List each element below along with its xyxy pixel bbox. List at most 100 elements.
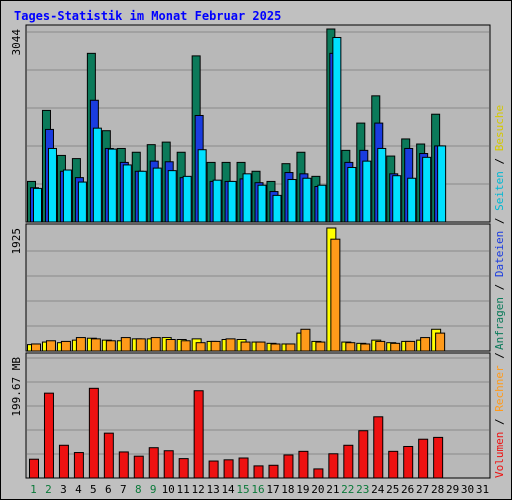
y-max-label: 1925 bbox=[10, 228, 23, 255]
bar-rechner-day-28 bbox=[435, 332, 446, 352]
legend-entry: Rechner bbox=[493, 365, 506, 412]
bar-rechner-day-17 bbox=[270, 343, 281, 352]
bar-seiten-day-11 bbox=[182, 175, 192, 223]
bar-volumen-day-24 bbox=[373, 416, 384, 479]
bar-seiten-day-28 bbox=[437, 145, 447, 223]
x-tick-label: 14 bbox=[221, 483, 235, 496]
bar-volumen-day-12 bbox=[193, 390, 204, 479]
bar-volumen-day-14 bbox=[223, 459, 234, 479]
bar-rechner-day-27 bbox=[420, 337, 431, 352]
bar-volumen-day-13 bbox=[208, 460, 219, 479]
bar-volumen-day-1 bbox=[29, 458, 39, 479]
x-tick-label: 4 bbox=[75, 483, 82, 496]
panel-3: 199.67 MB bbox=[10, 352, 491, 479]
x-tick-label: 11 bbox=[177, 483, 190, 496]
bar-volumen-day-4 bbox=[73, 452, 84, 479]
bar-rechner-day-20 bbox=[315, 341, 326, 352]
bar-rechner-day-16 bbox=[255, 341, 266, 352]
bar-volumen-day-8 bbox=[133, 455, 144, 479]
bar-rechner-day-3 bbox=[60, 340, 71, 352]
x-tick-label: 6 bbox=[105, 483, 112, 496]
bar-volumen-day-18 bbox=[283, 454, 294, 479]
x-tick-label: 19 bbox=[296, 483, 309, 496]
bar-rechner-day-26 bbox=[405, 340, 416, 352]
bar-rechner-day-15 bbox=[240, 341, 251, 352]
bar-volumen-day-19 bbox=[298, 450, 309, 479]
y-max-label: 199.67 MB bbox=[10, 357, 23, 417]
bar-rechner-day-2 bbox=[45, 340, 56, 352]
x-tick-label: 25 bbox=[386, 483, 399, 496]
x-tick-label: 29 bbox=[446, 483, 459, 496]
bar-seiten-day-7 bbox=[122, 164, 132, 223]
legend-entry: Seiten bbox=[493, 171, 506, 211]
chart-title: Tages-Statistik im Monat Februar 2025 bbox=[14, 9, 281, 23]
bar-rechner-day-13 bbox=[210, 340, 221, 352]
x-tick-label: 17 bbox=[266, 483, 279, 496]
legend-entry: Volumen bbox=[493, 432, 506, 478]
bar-rechner-day-7 bbox=[120, 337, 131, 352]
bar-volumen-day-7 bbox=[118, 451, 129, 479]
bar-rechner-day-24 bbox=[375, 340, 386, 352]
bar-seiten-day-20 bbox=[317, 184, 327, 223]
bar-seiten-day-1 bbox=[33, 187, 42, 223]
bar-volumen-day-17 bbox=[268, 464, 279, 479]
x-axis-ticks: 1 2 3 4 5 6 7 8 9 10 11 12 13 14 15 16 17 18 19 20 21 22 23 24 2… bbox=[30, 483, 489, 496]
bar-seiten-day-19 bbox=[302, 177, 312, 223]
bar-seiten-day-25 bbox=[392, 175, 402, 223]
bar-volumen-day-10 bbox=[163, 450, 174, 479]
legend-text: Anfragen / Dateien / Seiten / Besuche bbox=[493, 105, 506, 350]
bar-seiten-day-15 bbox=[242, 173, 252, 223]
legend-entry: Dateien bbox=[493, 231, 506, 277]
x-tick-label: 5 bbox=[90, 483, 97, 496]
bar-seiten-day-9 bbox=[152, 167, 162, 223]
bar-volumen-day-28 bbox=[433, 436, 444, 479]
x-tick-label: 3 bbox=[60, 483, 67, 496]
x-tick-label: 27 bbox=[416, 483, 429, 496]
legend-entry: / bbox=[493, 412, 506, 432]
x-tick-label: 23 bbox=[356, 483, 369, 496]
bar-volumen-day-27 bbox=[418, 438, 429, 479]
bar-volumen-day-6 bbox=[103, 432, 114, 479]
bar-rechner-day-10 bbox=[165, 338, 176, 352]
bar-rechner-day-18 bbox=[285, 343, 296, 352]
bar-rechner-day-9 bbox=[150, 337, 161, 352]
bar-seiten-day-17 bbox=[272, 194, 282, 223]
bar-volumen-day-9 bbox=[148, 447, 159, 479]
bar-volumen-day-23 bbox=[358, 430, 369, 479]
bar-seiten-day-10 bbox=[167, 170, 177, 223]
bar-volumen-day-21 bbox=[328, 453, 339, 479]
bar-volumen-day-20 bbox=[313, 468, 324, 479]
x-tick-label: 20 bbox=[311, 483, 324, 496]
x-tick-label: 15 bbox=[236, 483, 249, 496]
legend-text: Volumen / Rechner / bbox=[493, 352, 506, 478]
bar-volumen-day-16 bbox=[253, 465, 264, 479]
x-tick-label: 13 bbox=[206, 483, 219, 496]
bar-volumen-day-26 bbox=[403, 445, 414, 479]
bar-rechner-day-12 bbox=[195, 342, 206, 352]
legend-entry: / bbox=[493, 277, 506, 297]
x-tick-label: 10 bbox=[162, 483, 175, 496]
legend-entry: / bbox=[493, 352, 506, 365]
bar-rechner-day-1 bbox=[31, 343, 41, 352]
bar-volumen-day-11 bbox=[178, 458, 189, 479]
bar-volumen-day-22 bbox=[343, 444, 354, 479]
bar-rechner-day-5 bbox=[90, 338, 101, 352]
panel-1: 3044 bbox=[10, 24, 491, 223]
panel-background bbox=[25, 223, 491, 352]
x-tick-label: 1 bbox=[30, 483, 37, 496]
legend-entry: / bbox=[493, 151, 506, 171]
bar-volumen-day-3 bbox=[58, 444, 69, 479]
bar-rechner-day-25 bbox=[390, 342, 401, 352]
legend-entry: Besuche bbox=[493, 105, 506, 151]
bar-seiten-day-18 bbox=[287, 179, 297, 223]
x-tick-label: 7 bbox=[120, 483, 127, 496]
bar-rechner-day-19 bbox=[300, 328, 311, 352]
legend-entry: Anfragen bbox=[493, 297, 506, 350]
x-tick-label: 24 bbox=[371, 483, 385, 496]
x-tick-label: 26 bbox=[401, 483, 414, 496]
x-tick-label: 31 bbox=[476, 483, 489, 496]
bar-volumen-day-5 bbox=[88, 387, 99, 479]
bar-rechner-day-21 bbox=[330, 238, 341, 352]
y-max-label: 3044 bbox=[10, 29, 23, 56]
